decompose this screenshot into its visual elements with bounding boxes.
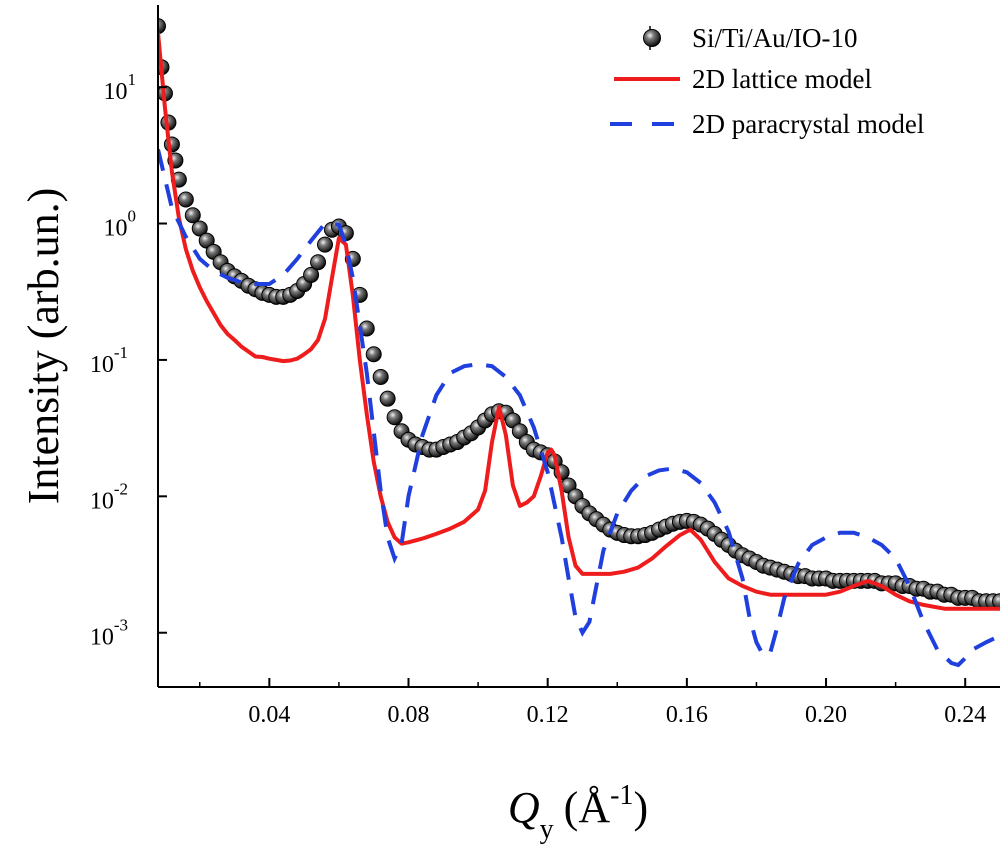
y-tick-label: 10-1 [90,343,128,378]
legend-item-observed: Si/Ti/Au/IO-10 [643,23,858,53]
x-tick-label: 0.12 [527,702,569,728]
data-point [365,346,382,363]
y-tick-label: 100 [104,207,137,242]
data-point [191,220,208,237]
axes: 0.04 0.08 0.12 0.16 0.20 0.24 10-3 10-2 10-1 100… [90,5,1000,728]
y-ticks: 10-3 10-2 10-1 100 101 [90,70,167,651]
x-axis-symbol: Q [508,783,540,832]
y-axis-title: Intensity (arb.un.) [19,188,68,504]
paracrystal-model-line [158,148,1000,668]
y-tick-label: 10-3 [90,616,128,651]
data-markers [158,18,1000,610]
data-point [158,18,166,35]
x-tick-label: 0.20 [805,702,847,728]
x-tick-label: 0.16 [666,702,708,728]
legend: Si/Ti/Au/IO-10 2D lattice model 2D parac… [610,23,924,139]
x-tick-label: 0.08 [388,702,430,728]
data-point [992,593,1000,610]
data-point [379,390,396,407]
x-axis-title: Qy (Å-1) [508,780,648,845]
data-point [386,409,403,426]
data-point [177,191,194,208]
legend-label-lattice: 2D lattice model [692,64,872,94]
data-point [372,368,389,385]
x-tick-label: 0.24 [944,702,986,728]
data-point [317,236,334,253]
legend-label-observed: Si/Ti/Au/IO-10 [692,23,858,53]
y-tick-label: 10-2 [90,479,128,514]
x-axis-unit-close: ) [633,783,648,832]
x-ticks: 0.04 0.08 0.12 0.16 0.20 0.24 [199,678,986,728]
data-point [184,207,201,224]
data-point [310,254,327,271]
legend-label-paracrystal: 2D paracrystal model [692,109,924,139]
legend-marker-icon [643,29,661,47]
legend-item-lattice: 2D lattice model [614,64,872,94]
data-point [303,266,320,283]
x-axis-unit-exponent: -1 [610,780,633,811]
x-tick-label: 0.04 [248,702,290,728]
x-axis-unit: (Å [564,783,611,832]
legend-item-paracrystal: 2D paracrystal model [610,109,924,139]
x-axis-subscript: y [540,814,554,845]
plot-area [158,18,1000,668]
y-tick-label: 101 [104,70,137,105]
lattice-model-line [158,32,1000,611]
